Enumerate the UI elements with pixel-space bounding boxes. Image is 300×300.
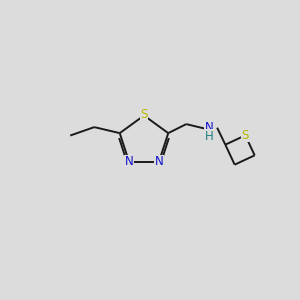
Text: S: S [140,107,148,121]
Text: N: N [124,155,134,168]
Text: H: H [205,130,214,142]
Text: S: S [242,129,249,142]
Text: N: N [205,121,214,134]
Text: N: N [154,155,164,168]
